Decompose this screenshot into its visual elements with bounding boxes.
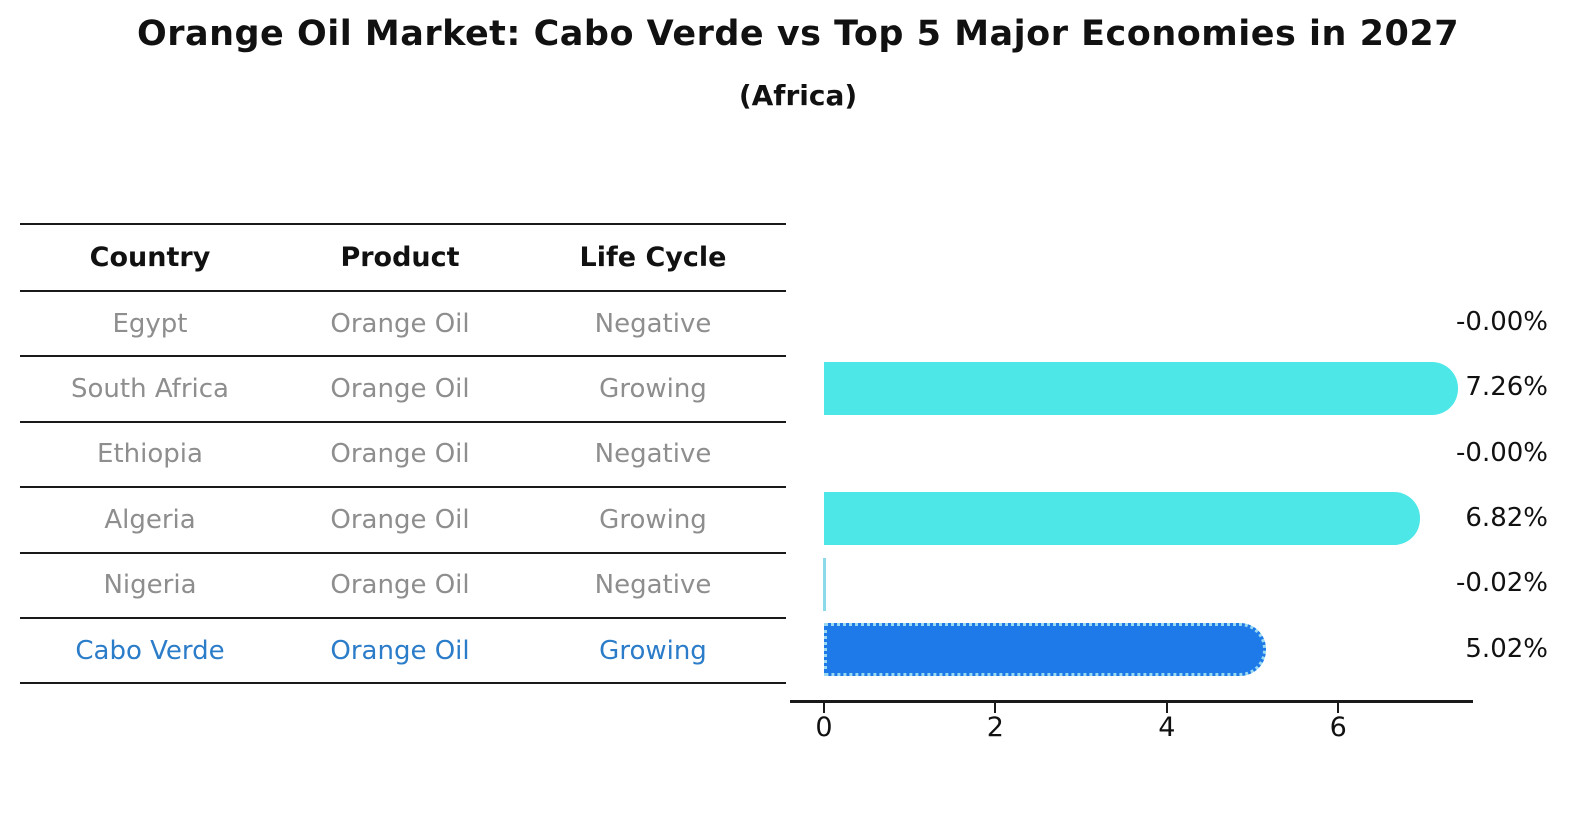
- x-axis-tick-label: 6: [1329, 712, 1347, 743]
- x-axis-tick: [994, 702, 997, 713]
- table-cell-lifecycle: Negative: [594, 308, 712, 339]
- table-cell-lifecycle: Growing: [599, 504, 707, 535]
- table-row: Cabo Verde Orange Oil Growing: [20, 619, 786, 685]
- bar-nigeria: [823, 557, 826, 611]
- bar-value-label: -0.00%: [1456, 306, 1548, 337]
- bar-value-label: 6.82%: [1465, 502, 1548, 533]
- x-axis-tick: [823, 702, 825, 713]
- table-row: Ethiopia Orange Oil Negative: [20, 423, 786, 489]
- x-axis-tick-label: 2: [986, 712, 1004, 743]
- table-cell-lifecycle: Growing: [599, 635, 707, 666]
- bar-algeria: [824, 492, 1421, 546]
- table-header-product: Product: [340, 242, 460, 273]
- x-axis-tick-label: 4: [1158, 712, 1176, 743]
- table-cell-lifecycle: Negative: [594, 570, 712, 601]
- bar-value-label: -0.00%: [1456, 437, 1548, 468]
- bar-south-africa: [824, 361, 1459, 415]
- table-row: Egypt Orange Oil Negative: [20, 292, 786, 358]
- table-header-country: Country: [89, 242, 211, 273]
- table-cell-country: Ethiopia: [97, 439, 203, 470]
- table-cell-country: Cabo Verde: [75, 635, 225, 666]
- table-row: Algeria Orange Oil Growing: [20, 488, 786, 554]
- table-cell-lifecycle: Negative: [594, 439, 712, 470]
- table-cell-lifecycle: Growing: [599, 374, 707, 405]
- table-header-row: Country Product Life Cycle: [20, 225, 786, 292]
- chart-title: Orange Oil Market: Cabo Verde vs Top 5 M…: [136, 14, 1460, 54]
- country-table: Country Product Life Cycle Egypt Orange …: [20, 223, 786, 685]
- table-cell-product: Orange Oil: [330, 439, 470, 470]
- table-cell-product: Orange Oil: [330, 504, 470, 535]
- x-axis-tick-label: 0: [815, 712, 833, 743]
- x-axis-tick: [1165, 702, 1168, 713]
- table-cell-country: South Africa: [71, 374, 229, 405]
- bar-value-label: -0.02%: [1456, 568, 1548, 599]
- x-axis-line: [790, 700, 1473, 703]
- chart-subtitle: (Africa): [738, 79, 858, 112]
- table-cell-product: Orange Oil: [330, 635, 470, 666]
- table-cell-country: Nigeria: [103, 570, 197, 601]
- table-cell-product: Orange Oil: [330, 374, 470, 405]
- x-axis-tick: [1337, 702, 1340, 713]
- table-cell-country: Egypt: [112, 308, 188, 339]
- table-cell-product: Orange Oil: [330, 570, 470, 601]
- table-header-lifecycle: Life Cycle: [579, 242, 727, 273]
- bar-value-label: 7.26%: [1465, 372, 1548, 403]
- bar-value-label: 5.02%: [1465, 633, 1548, 664]
- table-cell-product: Orange Oil: [330, 308, 470, 339]
- table-row: Nigeria Orange Oil Negative: [20, 554, 786, 619]
- table-row: South Africa Orange Oil Growing: [20, 357, 786, 423]
- bar-cabo-verde: [824, 623, 1267, 677]
- table-cell-country: Algeria: [104, 504, 196, 535]
